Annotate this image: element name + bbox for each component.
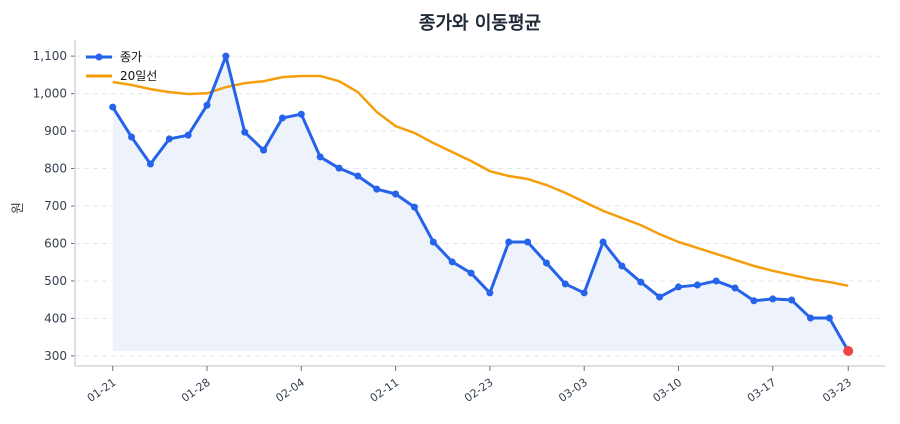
x-tick-label: 02-11 <box>368 376 402 405</box>
y-tick-label: 400 <box>44 311 67 325</box>
close-line <box>111 54 850 352</box>
close-point <box>316 153 324 161</box>
close-point <box>693 281 701 289</box>
close-point <box>203 101 211 109</box>
close-point <box>165 135 173 143</box>
close-point <box>637 278 645 286</box>
close-point <box>712 277 720 285</box>
legend-label-ma20: 20일선 <box>120 69 157 83</box>
x-tick-label: 01-28 <box>179 376 213 405</box>
x-tick-label: 01-21 <box>85 376 119 405</box>
close-point <box>410 203 418 211</box>
close-point <box>788 296 796 304</box>
close-point <box>731 284 739 292</box>
close-point <box>524 238 532 246</box>
close-point <box>656 293 664 301</box>
y-tick-label: 800 <box>44 162 67 176</box>
y-tick-label: 1,100 <box>33 49 67 63</box>
close-point <box>241 128 249 136</box>
close-point <box>561 280 569 288</box>
chart-title: 종가와 이동평균 <box>419 13 541 34</box>
y-tick-label: 600 <box>44 236 67 250</box>
close-point <box>392 190 400 198</box>
close-point <box>335 164 343 172</box>
close-point <box>297 110 305 118</box>
close-point <box>373 185 381 193</box>
y-tick-label: 1,000 <box>33 87 67 101</box>
y-tick-label: 900 <box>44 124 67 138</box>
legend-label-close: 종가 <box>120 50 142 64</box>
close-point <box>467 269 475 277</box>
close-point <box>222 52 230 60</box>
x-tick-label: 03-17 <box>745 376 779 405</box>
ma20-line <box>112 74 849 288</box>
y-tick-label: 700 <box>44 199 67 213</box>
close-point <box>599 238 607 246</box>
close-point <box>448 258 456 266</box>
close-point <box>184 131 192 139</box>
close-point <box>825 314 833 322</box>
close-point <box>354 172 362 180</box>
close-point <box>807 314 815 322</box>
x-tick-label: 02-04 <box>273 376 307 405</box>
close-point <box>278 114 286 122</box>
x-tick-label: 03-03 <box>556 376 590 405</box>
last-close-point <box>843 346 854 357</box>
close-point <box>128 133 136 141</box>
close-point <box>750 297 758 305</box>
x-tick-label: 03-23 <box>820 376 854 405</box>
close-point <box>146 160 154 168</box>
legend-marker-close <box>95 53 103 61</box>
y-tick-label: 500 <box>44 274 67 288</box>
y-axis-label: 원 <box>11 202 26 214</box>
close-point <box>260 146 268 154</box>
y-tick-label: 300 <box>44 349 67 363</box>
x-tick-label: 03-10 <box>651 376 685 405</box>
close-point <box>580 289 588 297</box>
close-point <box>769 295 777 303</box>
close-point <box>109 103 117 111</box>
close-point <box>674 283 682 291</box>
x-tick-label: 02-23 <box>462 376 496 405</box>
close-point <box>486 289 494 297</box>
close-point <box>618 262 626 270</box>
close-point <box>505 238 513 246</box>
close-point <box>542 259 550 267</box>
legend: 종가 20일선 <box>86 50 157 83</box>
close-area-fill <box>112 56 849 352</box>
close-point <box>429 238 437 246</box>
